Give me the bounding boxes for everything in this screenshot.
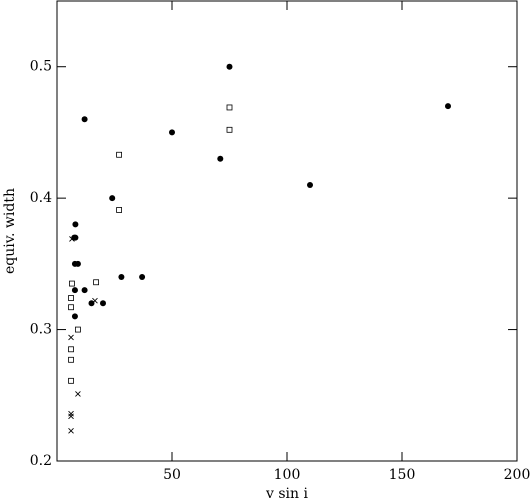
point: [118, 274, 125, 280]
point: [75, 326, 81, 333]
point: [68, 346, 74, 353]
point: [100, 300, 106, 307]
point: [93, 279, 99, 286]
point: [445, 103, 451, 110]
x-tick-label: 50: [163, 467, 181, 483]
point: [307, 182, 313, 188]
point: [68, 295, 74, 301]
point: [69, 280, 75, 287]
point: [226, 63, 233, 70]
point: [69, 236, 75, 242]
plot-frame: [56, 0, 518, 462]
y-tick-label: 0.5: [30, 59, 52, 75]
point: [71, 287, 78, 294]
point: [68, 410, 74, 417]
point: [139, 274, 146, 280]
point: [92, 297, 98, 304]
point: [74, 260, 81, 267]
x-tick-label: 100: [274, 467, 301, 483]
point: [88, 300, 95, 307]
point: [68, 413, 74, 420]
y-tick-label: 0.3: [30, 322, 52, 338]
point: [68, 427, 74, 434]
point: [226, 104, 233, 111]
point: [217, 155, 224, 162]
point: [68, 304, 74, 311]
point: [68, 377, 74, 384]
y-tick-label: 0.2: [30, 453, 52, 469]
point: [81, 287, 88, 294]
y-axis-label: equiv. width: [2, 188, 18, 274]
point: [68, 356, 74, 363]
x-axis-label: v sin i: [265, 486, 308, 502]
point: [109, 195, 116, 202]
point: [75, 391, 81, 397]
point: [81, 116, 88, 123]
point: [116, 207, 122, 213]
point: [72, 221, 79, 228]
x-tick-label: 200: [504, 467, 531, 483]
point: [71, 313, 78, 320]
point: [226, 126, 233, 133]
y-tick-label: 0.4: [30, 190, 52, 206]
point: [68, 334, 74, 341]
x-tick-label: 150: [389, 467, 416, 483]
point: [116, 151, 122, 158]
point: [169, 129, 175, 136]
